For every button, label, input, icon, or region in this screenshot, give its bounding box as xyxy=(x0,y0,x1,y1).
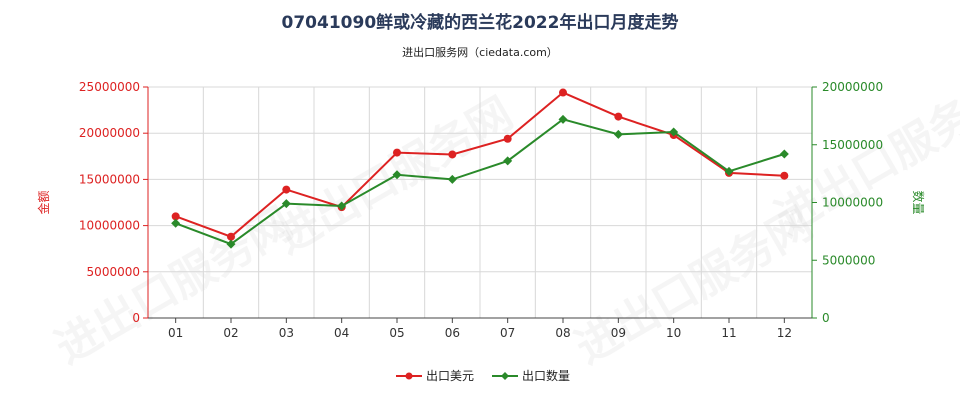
y-left-tick-label: 10000000 xyxy=(79,219,140,233)
x-tick-label: 04 xyxy=(334,326,349,340)
y-left-tick-label: 15000000 xyxy=(79,172,140,186)
series xyxy=(171,88,789,249)
chart-subtitle: 进出口服务网（ciedata.com） xyxy=(402,46,558,59)
x-tick-label: 01 xyxy=(168,326,183,340)
grid xyxy=(147,86,813,319)
data-point xyxy=(669,127,679,137)
x-tick-label: 03 xyxy=(279,326,294,340)
data-point xyxy=(227,232,235,241)
data-point xyxy=(780,171,789,180)
data-point xyxy=(724,166,734,176)
data-point xyxy=(337,201,347,211)
x-tick-label: 08 xyxy=(555,326,570,340)
y-left-tick-label: 20000000 xyxy=(79,126,140,140)
data-point xyxy=(503,134,512,143)
x-tick-label: 07 xyxy=(500,326,515,340)
x-tick-label: 09 xyxy=(611,326,626,340)
data-point xyxy=(282,185,291,194)
y-right-tick-label: 5000000 xyxy=(822,253,875,267)
y-right-axis-label: 数量 xyxy=(911,190,926,214)
data-point xyxy=(171,218,181,228)
data-point xyxy=(171,212,180,221)
legend-label: 出口数量 xyxy=(522,368,570,383)
data-point xyxy=(393,148,401,157)
data-point xyxy=(613,129,623,139)
legend-label: 出口美元 xyxy=(426,369,474,383)
y-right-tick-label: 0 xyxy=(822,311,830,325)
y-left-axis-label: 金额 xyxy=(36,190,51,214)
x-tick-label: 02 xyxy=(223,326,238,340)
data-point xyxy=(779,149,789,159)
data-point xyxy=(392,170,402,180)
data-point xyxy=(448,150,457,159)
y-left-tick-label: 25000000 xyxy=(79,80,140,94)
y-left-tick-label: 0 xyxy=(132,311,140,325)
x-tick-label: 05 xyxy=(389,326,404,340)
data-point xyxy=(614,112,623,121)
x-tick-label: 10 xyxy=(666,326,681,340)
axes: 0 5000000 10000000 15000000 20000000 25000000… xyxy=(36,80,926,340)
data-point xyxy=(558,114,568,124)
legend-marker xyxy=(501,372,509,380)
data-point xyxy=(281,199,291,209)
series-line xyxy=(175,118,785,246)
data-point xyxy=(447,174,457,184)
legend-marker xyxy=(405,372,413,380)
series-line xyxy=(175,91,785,238)
data-point xyxy=(503,156,513,166)
chart-title: 07041090鲜或冷藏的西兰花2022年出口月度走势 xyxy=(281,13,679,33)
data-point xyxy=(559,88,567,97)
data-point xyxy=(226,239,236,249)
x-tick-label: 12 xyxy=(777,326,792,340)
y-right-tick-label: 20000000 xyxy=(822,80,883,94)
x-tick-label: 06 xyxy=(445,326,460,340)
x-tick-label: 11 xyxy=(721,326,736,340)
y-right-tick-label: 10000000 xyxy=(822,196,883,210)
legend: 出口美元 出口数量 xyxy=(396,368,570,383)
y-left-tick-label: 5000000 xyxy=(87,265,140,279)
y-right-tick-label: 15000000 xyxy=(822,138,883,152)
